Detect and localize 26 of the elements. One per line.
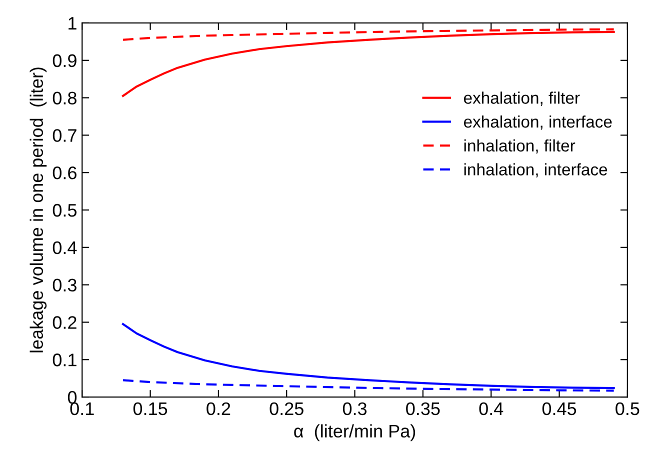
y-tick-label: 0.2 bbox=[52, 316, 76, 329]
y-tick-label: 0.6 bbox=[52, 166, 76, 180]
legend-label: inhalation, interface bbox=[464, 163, 608, 178]
x-axis-title: α (liter/min Pa) bbox=[294, 424, 416, 442]
x-tick-label: 0.5 bbox=[616, 402, 640, 416]
x-tick-label: 0.25 bbox=[270, 402, 304, 416]
legend-label: inhalation, filter bbox=[464, 139, 576, 154]
x-tick-label: 0.35 bbox=[406, 402, 440, 416]
y-tick-label: 0.5 bbox=[52, 204, 77, 217]
legend-label: exhalation, interface bbox=[464, 115, 612, 130]
y-tick-label: 0.9 bbox=[52, 54, 76, 68]
line-series bbox=[122, 323, 615, 390]
y-axis-title: leakage volume in one period (liter) bbox=[30, 68, 47, 352]
x-tick-label: 0.45 bbox=[542, 402, 576, 416]
x-tick-label: 0.4 bbox=[479, 402, 504, 416]
y-tick-label: 0.7 bbox=[52, 129, 76, 142]
legend-label: exhalation, filter bbox=[464, 92, 580, 106]
y-tick-label: 0 bbox=[68, 390, 77, 404]
y-tick-label: 0.3 bbox=[52, 278, 76, 292]
x-tick-label: 0.15 bbox=[133, 402, 168, 416]
y-tick-label: 0.1 bbox=[52, 354, 76, 366]
x-tick-label: 0.2 bbox=[206, 402, 230, 416]
y-tick-label: 0.4 bbox=[52, 241, 77, 254]
y-tick-label: 1 bbox=[68, 17, 76, 30]
y-tick-label: 0.8 bbox=[52, 92, 76, 104]
x-tick-label: 0.3 bbox=[342, 402, 367, 416]
